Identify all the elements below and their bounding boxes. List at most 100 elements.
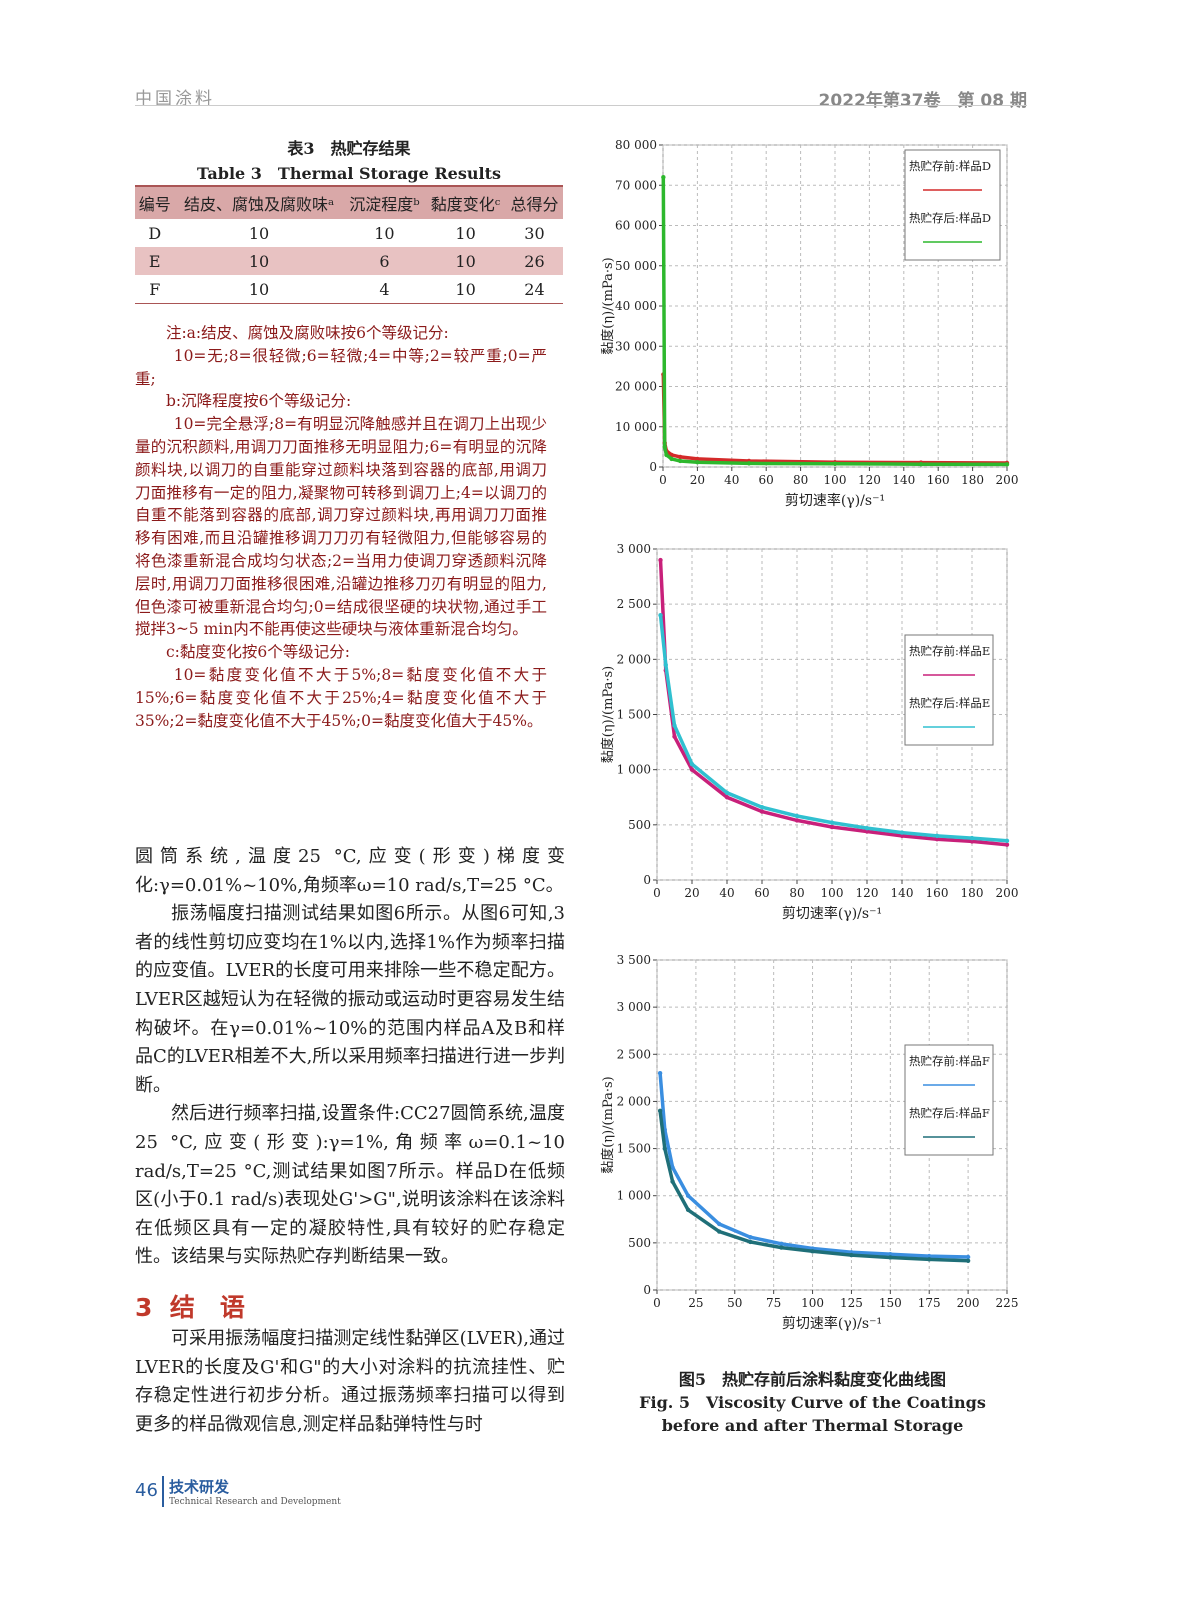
- data-point: [658, 557, 663, 563]
- data-point: [1004, 838, 1010, 844]
- data-point: [899, 833, 905, 839]
- y-tick-label: 3 500: [617, 953, 651, 967]
- y-tick-label: 2 500: [617, 597, 651, 611]
- x-tick-label: 140: [892, 473, 915, 487]
- data-point: [695, 459, 700, 465]
- paragraph: 圆筒系统,温度25 °C,应变(形变)梯度变化:γ=0.01%~10%,角频率ω…: [135, 846, 565, 896]
- x-tick-label: 120: [856, 886, 879, 900]
- data-point: [689, 767, 695, 772]
- note: b:沉降程度按6个等级记分:: [165, 392, 352, 411]
- y-axis-label: 黏度(η)/(mPa·s): [600, 257, 616, 355]
- data-point: [658, 613, 663, 618]
- x-tick-label: 25: [688, 1296, 703, 1310]
- data-point: [794, 813, 800, 819]
- section-title: 结 语: [169, 1293, 245, 1322]
- cell: 10: [374, 223, 395, 243]
- data-point: [672, 723, 677, 728]
- series-line: [658, 1072, 969, 1259]
- y-tick-label: 50 000: [615, 259, 657, 273]
- y-tick-label: 1 500: [617, 708, 651, 722]
- data-point: [695, 456, 700, 462]
- x-tick-label: 50: [727, 1296, 742, 1310]
- y-tick-label: 10 000: [615, 420, 657, 434]
- y-tick-label: 3 000: [617, 542, 651, 556]
- x-tick-label: 200: [957, 1296, 980, 1310]
- x-tick-label: 75: [766, 1296, 781, 1310]
- data-point: [759, 804, 765, 810]
- cell: 30: [524, 223, 545, 243]
- legend-label: 热贮存前:样品F: [909, 1054, 990, 1068]
- data-point: [918, 461, 924, 467]
- y-tick-label: 1 500: [617, 1142, 651, 1156]
- column-header: 黏度变化ᶜ: [425, 185, 506, 219]
- data-point: [662, 444, 667, 450]
- table: 编号 结皮、腐蚀及腐败味ᵃ 沉淀程度ᵇ 黏度变化ᶜ 总得分 D 10 10 10 30 E 10 6 10…: [135, 185, 563, 304]
- y-tick-label: 0: [649, 460, 657, 474]
- data-point: [748, 1239, 753, 1245]
- data-point: [888, 1251, 893, 1257]
- x-tick-label: 160: [927, 473, 950, 487]
- data-point: [969, 839, 975, 844]
- x-tick-label: 200: [996, 473, 1019, 487]
- x-tick-label: 125: [840, 1296, 863, 1310]
- data-point: [965, 1254, 971, 1260]
- y-tick-label: 80 000: [615, 138, 657, 152]
- data-point: [779, 1241, 784, 1247]
- data-point: [662, 1146, 667, 1151]
- cell: 4: [379, 279, 390, 299]
- page-number: 46: [135, 1480, 158, 1501]
- data-point: [864, 825, 870, 831]
- data-point: [663, 662, 668, 668]
- data-point: [672, 734, 677, 739]
- footer-column: 技术研发 Technical Research and Development: [162, 1476, 341, 1507]
- x-tick-label: 60: [759, 473, 774, 487]
- legend-label: 热贮存前:样品D: [909, 159, 991, 173]
- row: E 10 6 10 26: [135, 247, 563, 275]
- y-tick-label: 2 500: [617, 1047, 651, 1061]
- column: 技术研发: [169, 1478, 230, 1496]
- section-number: 3: [135, 1293, 153, 1322]
- y-tick-label: 30 000: [615, 339, 657, 353]
- table-title: 表3 热贮存结果: [287, 139, 411, 158]
- data-point: [685, 1207, 691, 1213]
- column-en: Technical Research and Development: [169, 1497, 341, 1507]
- cell: 10: [248, 279, 270, 299]
- note: c:黏度变化按6个等级记分:: [165, 643, 350, 662]
- data-point: [685, 1193, 691, 1198]
- x-tick-label: 180: [961, 473, 984, 487]
- data-point: [794, 818, 800, 823]
- data-point: [810, 1249, 815, 1254]
- y-tick-label: 0: [643, 873, 651, 887]
- table-title-en: Table 3 Thermal Storage Results: [197, 164, 501, 183]
- data-point: [748, 1235, 753, 1240]
- note: 10=完全悬浮;8=有明显沉降触感并且在调刀上出现少量的沉积颜料,用调刀刀面推移…: [134, 415, 547, 639]
- data-point: [678, 454, 683, 460]
- data-point: [717, 1221, 722, 1227]
- data-point: [849, 1252, 854, 1258]
- x-axis-label: 剪切速率(γ)/s⁻¹: [782, 1315, 882, 1332]
- data-point: [829, 820, 835, 825]
- x-tick-label: 160: [926, 886, 949, 900]
- table-caption: 表3 热贮存结果 Table 3 Thermal Storage Results: [135, 136, 563, 186]
- legend-label: 热贮存后:样品D: [909, 211, 991, 225]
- data-point: [1004, 462, 1010, 467]
- data-point: [969, 835, 975, 841]
- series-line: [658, 1110, 969, 1263]
- y-axis-label: 黏度(η)/(mPa·s): [600, 666, 616, 764]
- data-point: [689, 761, 695, 767]
- caption-zh: 图5 热贮存前后涂料黏度变化曲线图: [678, 1370, 947, 1389]
- data-point: [664, 452, 669, 458]
- journal: 中国涂料: [135, 89, 215, 109]
- issue: 2022年第37卷 第 08 期: [818, 91, 1027, 111]
- legend-label: 热贮存后:样品F: [909, 1106, 990, 1120]
- y-tick-label: 2 000: [617, 652, 651, 666]
- data-point: [717, 1229, 722, 1234]
- data-point: [832, 461, 838, 466]
- cell: F: [149, 279, 161, 299]
- body: 圆筒系统,温度25 °C,应变(形变)梯度变化:γ=0.01%~10%,角频率ω…: [135, 843, 565, 1272]
- x-tick-label: 100: [821, 886, 844, 900]
- x-tick-label: 80: [789, 886, 804, 900]
- notes: 注:a:结皮、腐蚀及腐败味按6个等级记分: 10=无;8=很轻微;6=轻微;4=中…: [135, 322, 547, 732]
